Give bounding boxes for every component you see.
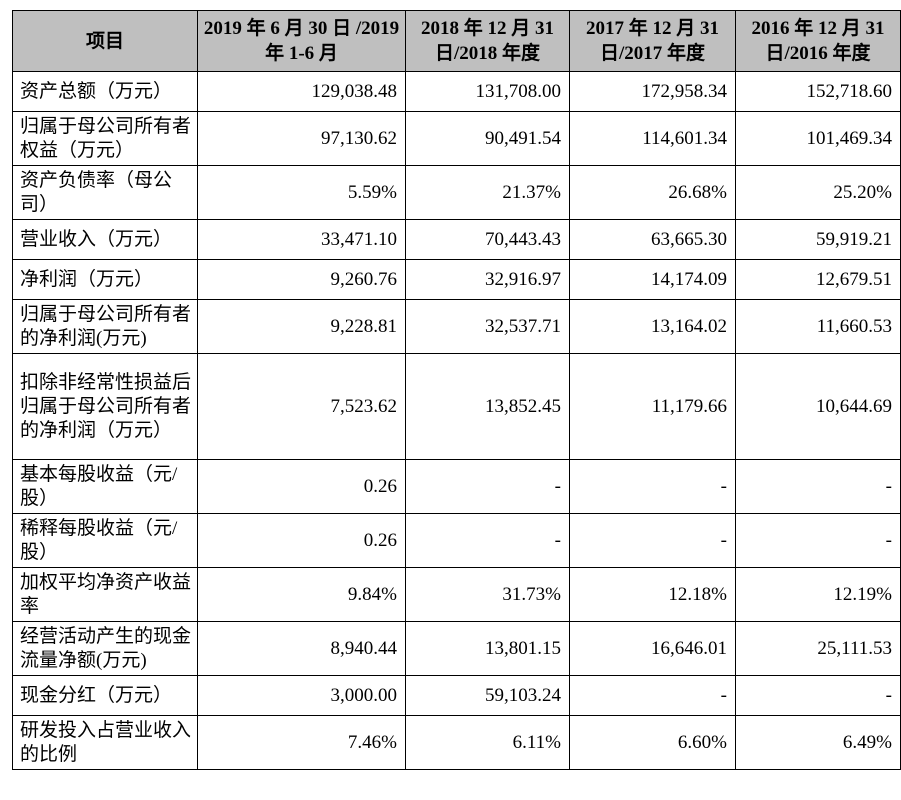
row-label: 扣除非经常性损益后归属于母公司所有者的净利润（万元）: [12, 353, 198, 460]
cell-value: -: [405, 513, 570, 568]
financial-table: 项目 2019 年 6 月 30 日 /2019 年 1-6 月 2018 年 …: [12, 10, 901, 770]
cell-value: 12,679.51: [735, 259, 901, 300]
cell-value: 12.19%: [735, 567, 901, 622]
cell-value: 0.26: [197, 459, 406, 514]
cell-value: 131,708.00: [405, 71, 570, 112]
table-row: 稀释每股收益（元/股） 0.26 - - -: [12, 513, 901, 568]
row-label: 资产总额（万元）: [12, 71, 198, 112]
cell-value: -: [569, 513, 736, 568]
row-label: 基本每股收益（元/股）: [12, 459, 198, 514]
cell-value: 10,644.69: [735, 353, 901, 460]
header-2019h1: 2019 年 6 月 30 日 /2019 年 1-6 月: [197, 10, 406, 72]
cell-value: 59,919.21: [735, 219, 901, 260]
cell-value: -: [735, 675, 901, 716]
cell-value: 25.20%: [735, 165, 901, 220]
cell-value: 97,130.62: [197, 111, 406, 166]
table-row: 营业收入（万元） 33,471.10 70,443.43 63,665.30 5…: [12, 219, 901, 260]
cell-value: 6.49%: [735, 715, 901, 770]
cell-value: 63,665.30: [569, 219, 736, 260]
row-label: 归属于母公司所有者权益（万元）: [12, 111, 198, 166]
row-label: 资产负债率（母公司）: [12, 165, 198, 220]
cell-value: 14,174.09: [569, 259, 736, 300]
cell-value: 129,038.48: [197, 71, 406, 112]
cell-value: 7,523.62: [197, 353, 406, 460]
table-row: 扣除非经常性损益后归属于母公司所有者的净利润（万元） 7,523.62 13,8…: [12, 353, 901, 460]
row-label: 研发投入占营业收入的比例: [12, 715, 198, 770]
financial-summary: 项目 2019 年 6 月 30 日 /2019 年 1-6 月 2018 年 …: [12, 10, 901, 770]
row-label: 营业收入（万元）: [12, 219, 198, 260]
cell-value: 8,940.44: [197, 621, 406, 676]
row-label: 净利润（万元）: [12, 259, 198, 300]
cell-value: 70,443.43: [405, 219, 570, 260]
cell-value: 6.11%: [405, 715, 570, 770]
table-row: 资产总额（万元） 129,038.48 131,708.00 172,958.3…: [12, 71, 901, 112]
table-row: 资产负债率（母公司） 5.59% 21.37% 26.68% 25.20%: [12, 165, 901, 220]
header-row: 项目 2019 年 6 月 30 日 /2019 年 1-6 月 2018 年 …: [12, 10, 901, 72]
header-2017: 2017 年 12 月 31 日/2017 年度: [569, 10, 736, 72]
row-label: 稀释每股收益（元/股）: [12, 513, 198, 568]
table-row: 归属于母公司所有者的净利润(万元) 9,228.81 32,537.71 13,…: [12, 299, 901, 354]
cell-value: 9,228.81: [197, 299, 406, 354]
cell-value: 7.46%: [197, 715, 406, 770]
table-row: 加权平均净资产收益率 9.84% 31.73% 12.18% 12.19%: [12, 567, 901, 622]
cell-value: 152,718.60: [735, 71, 901, 112]
table-row: 归属于母公司所有者权益（万元） 97,130.62 90,491.54 114,…: [12, 111, 901, 166]
cell-value: 31.73%: [405, 567, 570, 622]
cell-value: -: [569, 675, 736, 716]
row-label: 现金分红（万元）: [12, 675, 198, 716]
cell-value: 32,537.71: [405, 299, 570, 354]
cell-value: 5.59%: [197, 165, 406, 220]
cell-value: 13,164.02: [569, 299, 736, 354]
header-item: 项目: [12, 10, 198, 72]
cell-value: -: [569, 459, 736, 514]
cell-value: 13,852.45: [405, 353, 570, 460]
cell-value: 11,660.53: [735, 299, 901, 354]
table-row: 现金分红（万元） 3,000.00 59,103.24 - -: [12, 675, 901, 716]
cell-value: 26.68%: [569, 165, 736, 220]
cell-value: -: [405, 459, 570, 514]
cell-value: 114,601.34: [569, 111, 736, 166]
header-2018: 2018 年 12 月 31 日/2018 年度: [405, 10, 570, 72]
cell-value: -: [735, 513, 901, 568]
cell-value: 9,260.76: [197, 259, 406, 300]
cell-value: -: [735, 459, 901, 514]
table-row: 研发投入占营业收入的比例 7.46% 6.11% 6.60% 6.49%: [12, 715, 901, 770]
cell-value: 21.37%: [405, 165, 570, 220]
cell-value: 11,179.66: [569, 353, 736, 460]
cell-value: 0.26: [197, 513, 406, 568]
table-row: 经营活动产生的现金流量净额(万元) 8,940.44 13,801.15 16,…: [12, 621, 901, 676]
cell-value: 9.84%: [197, 567, 406, 622]
row-label: 经营活动产生的现金流量净额(万元): [12, 621, 198, 676]
cell-value: 13,801.15: [405, 621, 570, 676]
cell-value: 6.60%: [569, 715, 736, 770]
cell-value: 90,491.54: [405, 111, 570, 166]
cell-value: 16,646.01: [569, 621, 736, 676]
cell-value: 25,111.53: [735, 621, 901, 676]
table-row: 净利润（万元） 9,260.76 32,916.97 14,174.09 12,…: [12, 259, 901, 300]
cell-value: 12.18%: [569, 567, 736, 622]
row-label: 归属于母公司所有者的净利润(万元): [12, 299, 198, 354]
header-2016: 2016 年 12 月 31 日/2016 年度: [735, 10, 901, 72]
cell-value: 32,916.97: [405, 259, 570, 300]
cell-value: 59,103.24: [405, 675, 570, 716]
table-row: 基本每股收益（元/股） 0.26 - - -: [12, 459, 901, 514]
cell-value: 101,469.34: [735, 111, 901, 166]
cell-value: 33,471.10: [197, 219, 406, 260]
cell-value: 3,000.00: [197, 675, 406, 716]
row-label: 加权平均净资产收益率: [12, 567, 198, 622]
cell-value: 172,958.34: [569, 71, 736, 112]
